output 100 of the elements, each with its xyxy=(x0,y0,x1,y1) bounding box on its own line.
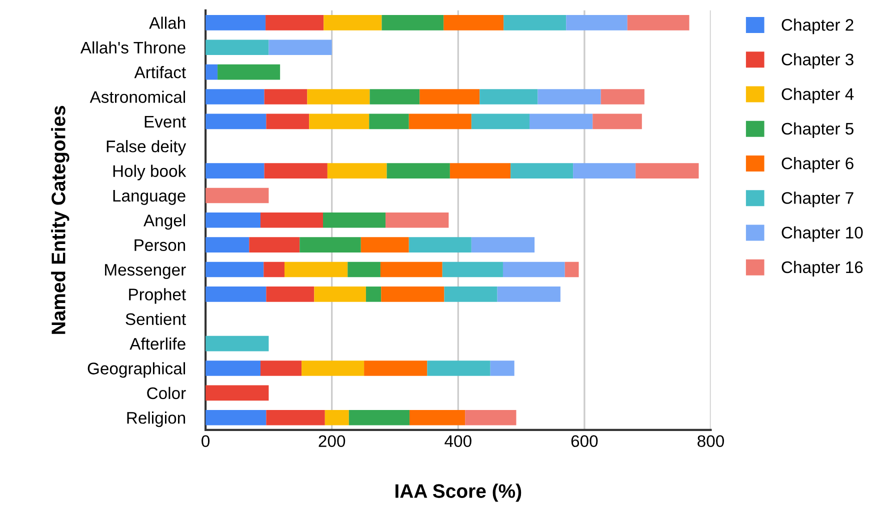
x-tick-label: 800 xyxy=(698,435,724,448)
bar xyxy=(324,15,382,30)
legend-label: Chapter 4 xyxy=(782,88,854,104)
bar xyxy=(206,188,269,204)
x-axis-title: IAA Score (%) xyxy=(396,484,522,502)
bar xyxy=(302,360,364,376)
bar xyxy=(266,286,314,302)
bar xyxy=(530,114,593,130)
bar xyxy=(206,237,250,252)
bar xyxy=(627,15,690,30)
bar xyxy=(309,114,370,130)
y-tick-label: Sentient xyxy=(126,312,186,326)
legend-label: Chapter 2 xyxy=(782,18,854,34)
bar xyxy=(264,262,284,278)
bar xyxy=(370,89,420,104)
bar xyxy=(264,163,328,178)
x-tick-label: 400 xyxy=(444,435,472,448)
bar xyxy=(600,89,644,104)
bar xyxy=(471,114,530,130)
bar xyxy=(264,89,308,104)
bar xyxy=(382,15,444,30)
bar xyxy=(480,89,538,104)
bar xyxy=(538,89,601,104)
y-tick-label: Holy book xyxy=(113,164,186,180)
bar xyxy=(249,237,300,252)
bar xyxy=(206,15,266,30)
bar xyxy=(386,212,449,228)
bar xyxy=(381,286,444,302)
bar xyxy=(206,336,269,352)
bar xyxy=(366,286,382,302)
y-tick-label: Allah xyxy=(149,16,186,29)
bar xyxy=(386,163,450,178)
y-tick-label: Event xyxy=(144,116,186,128)
x-tick-label: 600 xyxy=(571,435,598,448)
bar xyxy=(266,15,324,30)
y-tick-label: Color xyxy=(147,386,186,400)
y-tick-label: Afterlife xyxy=(130,338,186,350)
bar xyxy=(206,410,266,426)
y-tick-label: Allah's Throne xyxy=(80,41,186,54)
x-tick-label: 200 xyxy=(318,435,346,448)
y-axis-title: Named Entity Categories xyxy=(51,106,70,334)
legend-label: Chapter 6 xyxy=(782,157,854,173)
y-tick-label: Religion xyxy=(127,412,186,428)
bar xyxy=(260,212,324,228)
bar xyxy=(450,163,511,178)
legend-label: Chapter 5 xyxy=(782,122,854,138)
bar xyxy=(218,64,280,80)
bar xyxy=(380,262,442,278)
legend-label: Chapter 16 xyxy=(782,260,863,276)
bar xyxy=(284,262,348,278)
bar xyxy=(206,89,264,104)
bar xyxy=(369,114,409,130)
bar xyxy=(566,15,628,30)
y-tick-label: Artifact xyxy=(134,66,186,78)
bar xyxy=(364,360,428,376)
bar xyxy=(206,360,260,376)
bar xyxy=(510,163,574,178)
bar xyxy=(324,410,349,426)
y-tick-label: False deity xyxy=(106,140,186,156)
bar xyxy=(206,212,260,228)
bar xyxy=(348,262,380,278)
y-tick-label: Prophet xyxy=(129,288,186,304)
y-tick-label: Angel xyxy=(144,214,185,230)
bar xyxy=(471,237,535,252)
y-tick-label: Language xyxy=(113,190,186,205)
bar xyxy=(408,114,472,130)
bar xyxy=(502,262,565,278)
bar xyxy=(504,15,566,30)
bar xyxy=(420,89,480,104)
bar xyxy=(427,360,490,376)
bar xyxy=(266,410,325,426)
bar xyxy=(444,15,504,30)
bar xyxy=(206,114,266,130)
bar xyxy=(636,163,699,178)
bar xyxy=(206,64,218,80)
bar xyxy=(307,89,370,104)
bar xyxy=(360,237,409,252)
legend-label: Chapter 3 xyxy=(782,53,854,69)
bar xyxy=(410,410,466,426)
legend-label: Chapter 7 xyxy=(782,192,854,208)
bar xyxy=(465,410,516,426)
y-tick-label: Person xyxy=(134,239,186,252)
bar xyxy=(497,286,560,302)
x-tick-label: 0 xyxy=(202,435,210,448)
bar xyxy=(206,40,269,56)
bar xyxy=(442,262,503,278)
bar xyxy=(408,237,472,252)
bar xyxy=(573,163,636,178)
bar xyxy=(206,262,264,278)
y-tick-label: Messenger xyxy=(105,264,186,280)
bar xyxy=(266,114,310,130)
bar xyxy=(268,40,332,56)
bar xyxy=(348,410,410,426)
bar xyxy=(444,286,498,302)
y-tick-label: Geographical xyxy=(88,362,186,378)
bar xyxy=(564,262,579,278)
bar xyxy=(314,286,366,302)
y-tick-label: Astronomical xyxy=(90,90,185,103)
bar xyxy=(300,237,361,252)
bar xyxy=(323,212,386,228)
